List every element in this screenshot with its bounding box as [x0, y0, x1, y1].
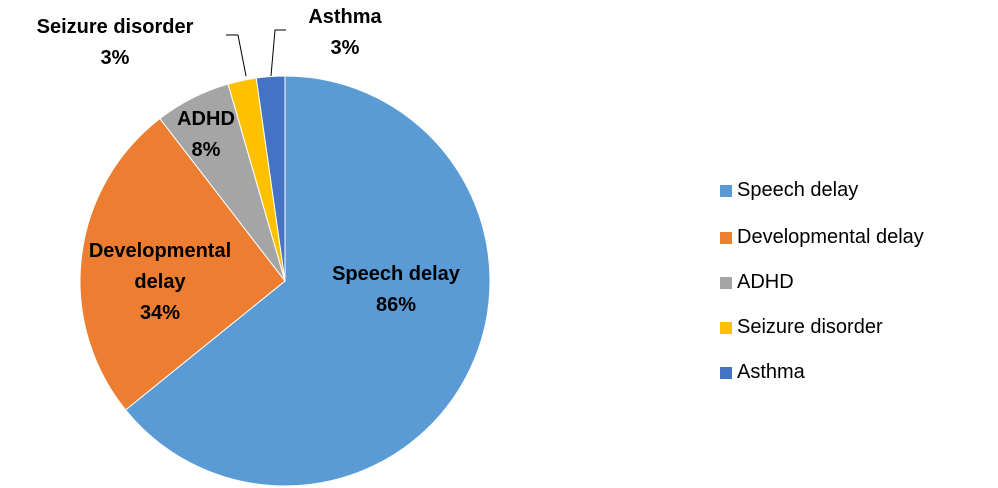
label-value: 3%: [100, 47, 130, 69]
legend-item: ADHD: [720, 271, 794, 294]
label-category: ADHD: [177, 108, 235, 130]
legend-item: Asthma: [720, 361, 805, 384]
legend-swatch: [720, 321, 732, 334]
label-value: 86%: [375, 294, 417, 316]
label-category: Asthma: [308, 6, 382, 28]
legend-label: ADHD: [737, 271, 794, 293]
legend-swatch: [720, 366, 732, 379]
data-label: Developmental delay 34%: [75, 236, 245, 329]
label-category: Developmental delay: [88, 240, 232, 293]
pie-slice: [79, 117, 286, 411]
label-category: Speech delay: [332, 263, 460, 285]
legend-label: Seizure disorder: [737, 316, 883, 338]
legend-item: Developmental delay: [720, 226, 924, 249]
label-value: 8%: [191, 139, 221, 161]
data-label: Speech delay 86%: [286, 259, 506, 321]
legend-swatch: [720, 276, 732, 289]
pie-slice: [124, 75, 491, 487]
label-category: Seizure disorder: [36, 16, 194, 38]
pie: [79, 75, 491, 487]
legend-label: Developmental delay: [737, 226, 924, 248]
legend-item: Seizure disorder: [720, 316, 883, 339]
legend-swatch: [720, 231, 732, 244]
data-label: Seizure disorder 3%: [5, 12, 225, 74]
pie-slice: [255, 75, 286, 282]
leader-line: [270, 29, 286, 77]
legend-swatch: [720, 184, 732, 197]
leader-line: [226, 34, 247, 77]
label-value: 34%: [139, 302, 181, 324]
legend-label: Speech delay: [737, 179, 859, 201]
data-label: Asthma 3%: [285, 2, 405, 64]
legend-item: Speech delay: [720, 179, 858, 202]
data-label: ADHD 8%: [146, 104, 266, 166]
label-value: 3%: [330, 37, 360, 59]
legend-label: Asthma: [737, 361, 805, 383]
